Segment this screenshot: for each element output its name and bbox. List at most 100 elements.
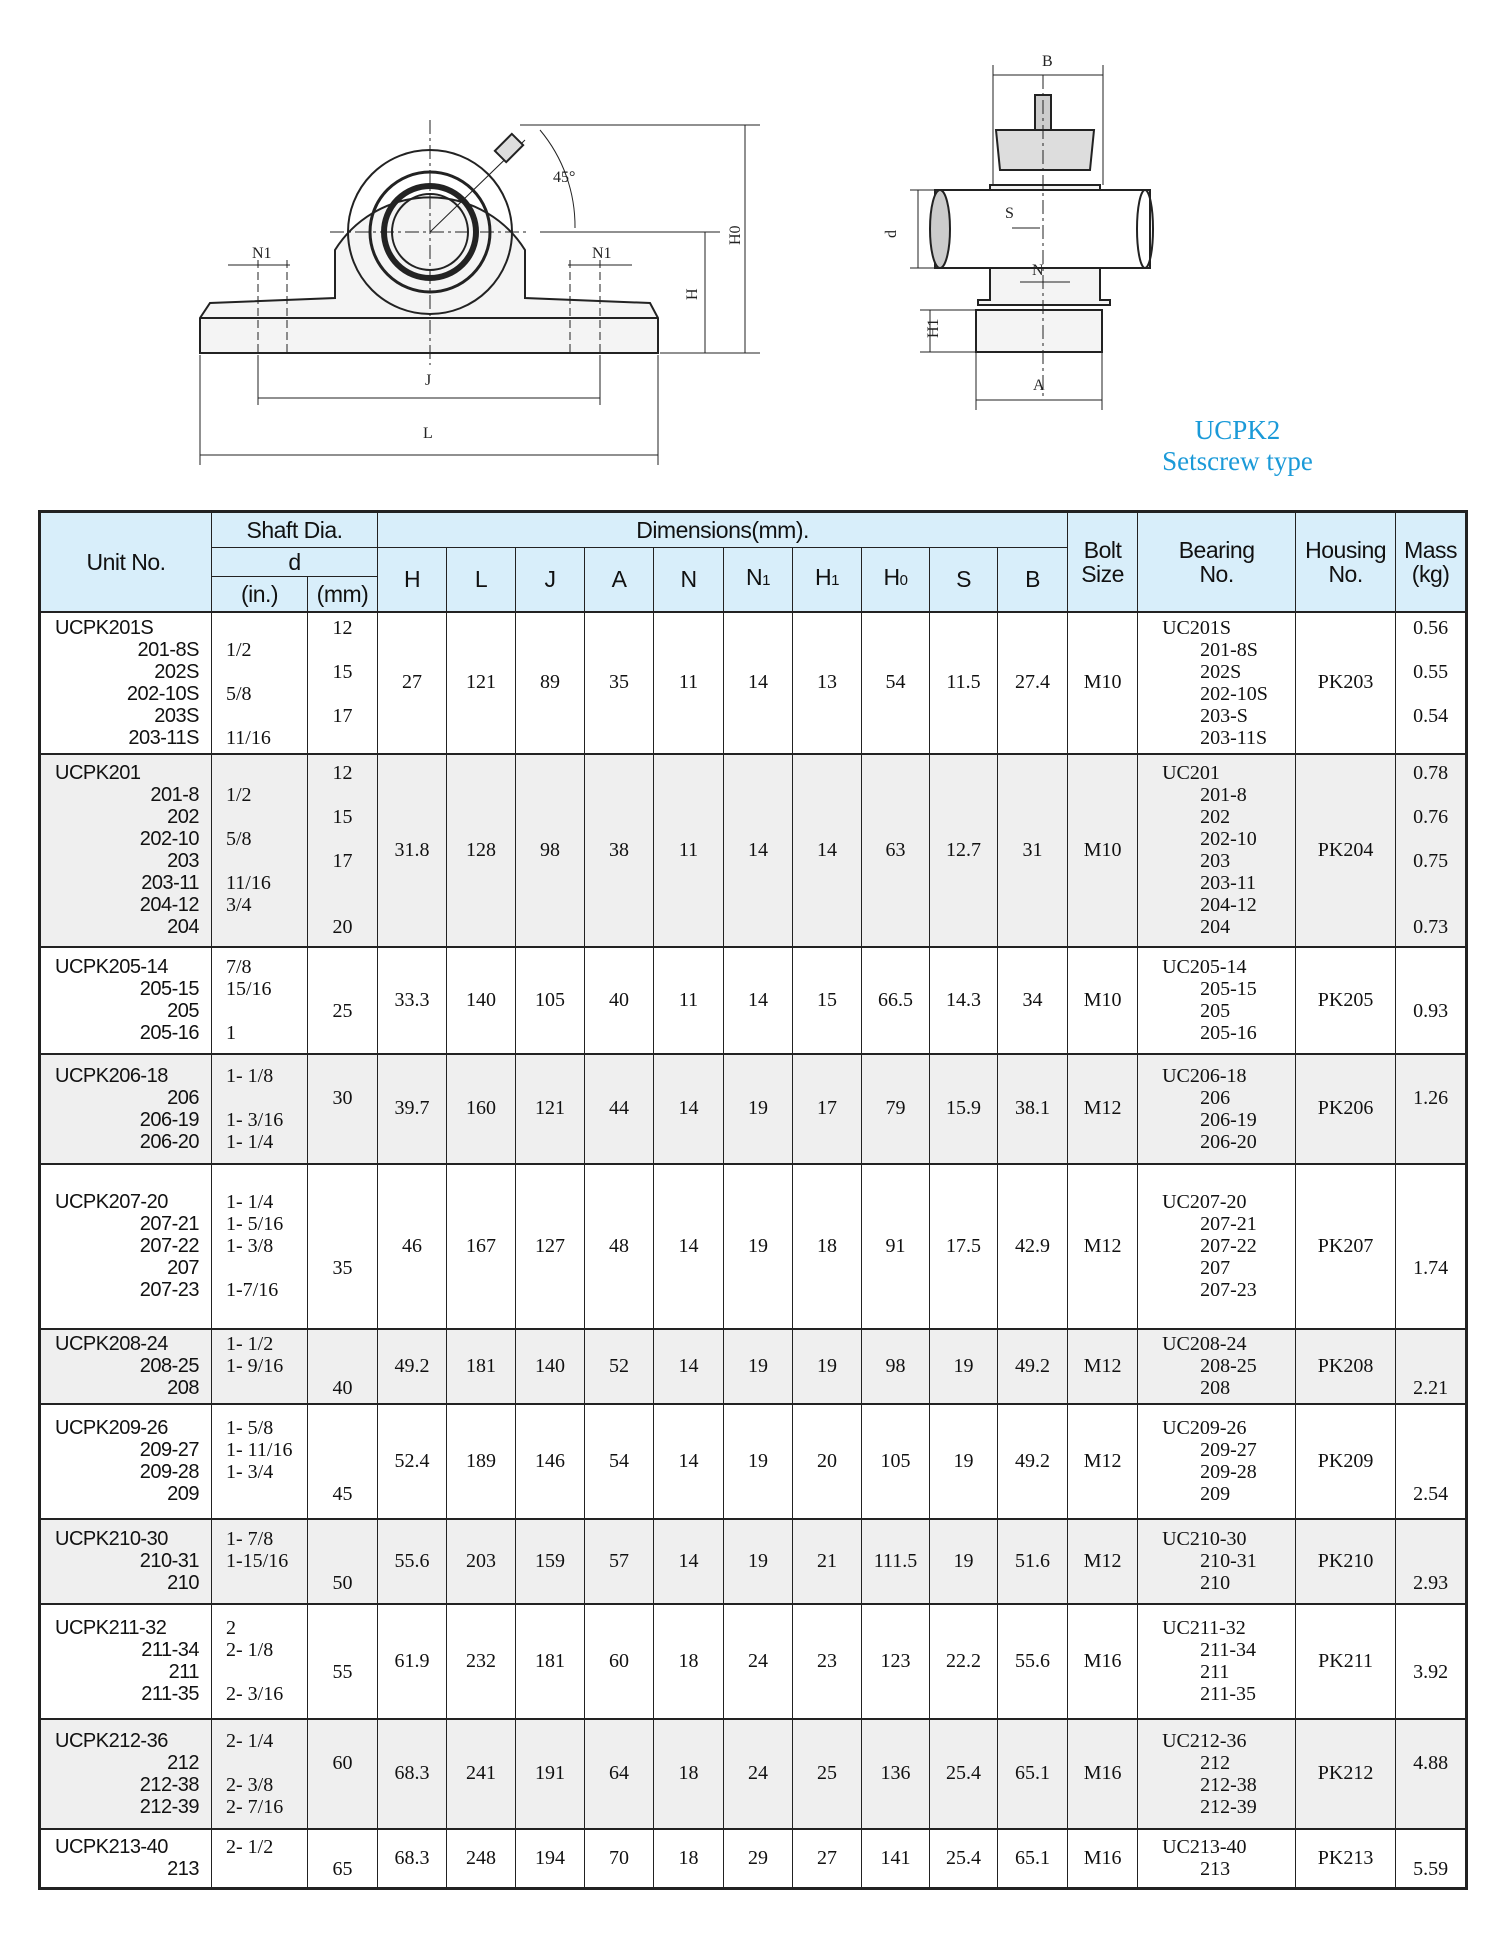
bolt-size-cell: M16	[1067, 1717, 1139, 1829]
dim-s-cell: 19	[929, 1327, 998, 1404]
dim-col-label: N	[680, 566, 697, 593]
dim-h-cell: 27	[377, 610, 447, 754]
label-b: B	[1042, 53, 1053, 70]
mass-cell-line	[1400, 784, 1461, 806]
unit-no-cell: UCPK213-40 213	[39, 1827, 212, 1889]
unit-no-cell-line: 207-21	[139, 1213, 200, 1235]
dim-n-cell: 14	[653, 1327, 724, 1404]
shaft-mm-cell: 12 15 17	[307, 610, 378, 754]
dim-a-cell: 57	[584, 1517, 654, 1604]
shaft-inch-cell-line: 1- 1/2	[226, 1333, 274, 1355]
unit-no-cell: UCPK212-36 212 212-38 212-39	[39, 1717, 212, 1829]
dim-j-cell: 140	[515, 1327, 585, 1404]
unit-no-cell-line: 213	[167, 1858, 199, 1881]
shaft-inch-cell: 2- 1/2	[211, 1827, 308, 1889]
dim-h0-cell: 63	[861, 752, 930, 947]
unit-no-cell-line: UCPK201S	[55, 616, 154, 639]
shaft-mm-cell-line: 60	[332, 1751, 353, 1774]
bearing-no-cell-line: UC201S	[1162, 616, 1231, 639]
label-l: L	[423, 425, 433, 442]
header-mass: Mass (kg)	[1395, 511, 1468, 612]
side-view-drawing: B S N A d H1	[883, 53, 1154, 410]
dim-a-cell: 52	[584, 1327, 654, 1404]
shaft-mm-cell: 30	[307, 1052, 378, 1164]
unit-no-cell-line: 206-20	[139, 1130, 200, 1153]
dim-h-cell: 68.3	[377, 1827, 447, 1889]
housing-no-cell: PK211	[1295, 1602, 1397, 1719]
dim-n-cell: 11	[653, 610, 724, 754]
label-a: A	[1033, 377, 1045, 394]
dim-n1-cell: 24	[723, 1717, 793, 1829]
mass-cell-line	[1400, 872, 1461, 894]
shaft-inch-cell: 1/2 5/8 11/16	[211, 610, 308, 754]
header-dim-col: A	[584, 547, 654, 612]
dim-s-cell: 14.3	[929, 945, 998, 1054]
table-row: UCPK212-36 212 212-38 212-39 2- 1/4 2- 3/8 2-…	[39, 1717, 1468, 1829]
bearing-no-cell-line: 212-39	[1200, 1795, 1257, 1818]
bearing-no-cell-line: 203-S	[1200, 704, 1248, 727]
shaft-inch-cell-line: 1- 3/4	[226, 1461, 274, 1483]
dim-n1-cell: 14	[723, 752, 793, 947]
unit-no-cell-line: 205-16	[139, 1022, 200, 1044]
unit-no-cell-line: 201-8	[150, 784, 199, 806]
dim-h-cell: 39.7	[377, 1052, 447, 1164]
unit-no-cell-line: 207-22	[139, 1235, 200, 1257]
dim-col-subscript: 1	[762, 572, 770, 590]
unit-no-cell-line: UCPK205-14	[55, 956, 168, 978]
table-row: UCPK207-20 207-21 207-22 207 207-23 1- 1/4 1- …	[39, 1162, 1468, 1329]
bearing-no-cell-line: 207-22	[1200, 1235, 1257, 1257]
mass-cell-line: 2.54	[1413, 1483, 1449, 1505]
shaft-inch-cell-line: 1- 5/8	[226, 1417, 274, 1439]
unit-no-cell-line: UCPK206-18	[55, 1064, 168, 1087]
shaft-inch-cell-line: 1- 3/16	[226, 1108, 284, 1131]
dim-h1-cell: 25	[792, 1717, 862, 1829]
label-n1-left: N1	[252, 245, 272, 262]
mass-cell-line	[1400, 1417, 1461, 1439]
unit-no-cell-line: UCPK211-32	[55, 1617, 167, 1639]
unit-no-cell-line: 203-11S	[128, 726, 199, 749]
shaft-inch-cell-line: 1- 11/16	[226, 1439, 293, 1461]
unit-no-cell: UCPK201S 201-8S 202S 202-10S 203S 203-11S	[39, 610, 212, 754]
shaft-mm-cell-line: 17	[332, 704, 353, 727]
mass-cell-line	[1400, 1235, 1461, 1257]
dim-b-cell: 31	[996, 752, 1069, 947]
unit-no-cell-line: 210	[167, 1572, 199, 1594]
shaft-inch-cell-line: 7/8	[226, 956, 252, 978]
housing-no-cell: PK212	[1295, 1717, 1397, 1829]
shaft-inch-cell: 1- 7/8 1-15/16	[211, 1517, 308, 1604]
unit-no-cell: UCPK209-26 209-27 209-28 209	[39, 1402, 212, 1519]
mass-cell-line: 0.75	[1413, 850, 1449, 872]
dim-h-cell: 33.3	[377, 945, 447, 1054]
dim-h0-cell: 66.5	[861, 945, 930, 1054]
table-row: UCPK206-18 206 206-19 206-20 1- 1/8 1- 3/16 1…	[39, 1052, 1468, 1164]
mass-cell-line: 0.76	[1413, 806, 1449, 828]
bearing-no-cell: UC207-20 207-21 207-22 207 207-23	[1137, 1162, 1297, 1329]
shaft-mm-cell-line	[312, 1213, 373, 1235]
mass-cell-line	[1400, 1191, 1461, 1213]
shaft-mm-cell-line	[312, 1417, 373, 1439]
shaft-mm-cell-line	[312, 1235, 373, 1257]
mass-cell-line	[1400, 1683, 1461, 1705]
shaft-mm-cell-line	[312, 1730, 373, 1752]
shaft-inch-cell: 1- 1/2 1- 9/16	[211, 1327, 308, 1404]
unit-no-cell-line: 201-8S	[137, 638, 200, 661]
housing-line-1: Housing	[1305, 536, 1387, 563]
shaft-inch-cell-line: 2- 3/16	[226, 1683, 284, 1705]
bearing-no-cell-line: 202-10	[1200, 828, 1257, 850]
dim-b-cell: 34	[996, 945, 1069, 1054]
shaft-mm-cell-line	[312, 1355, 373, 1377]
unit-no-cell-line: 212	[167, 1751, 199, 1774]
dim-h1-cell: 17	[792, 1052, 862, 1164]
shaft-mm-cell: 50	[307, 1517, 378, 1604]
bearing-no-cell-line: 211	[1200, 1661, 1230, 1683]
mass-cell-line: 0.78	[1413, 762, 1449, 784]
dim-s-cell: 19	[929, 1517, 998, 1604]
dim-h1-cell: 20	[792, 1402, 862, 1519]
mass-cell: 2.21	[1395, 1327, 1468, 1404]
mass-cell: 2.54	[1395, 1402, 1468, 1519]
shaft-inch-cell-line: 2- 3/8	[226, 1773, 274, 1796]
series-subtitle: Setscrew type	[1162, 446, 1313, 476]
mass-cell-line: 0.93	[1413, 1000, 1449, 1022]
bolt-size-cell: M12	[1067, 1517, 1139, 1604]
dim-h0-cell: 54	[861, 610, 930, 754]
